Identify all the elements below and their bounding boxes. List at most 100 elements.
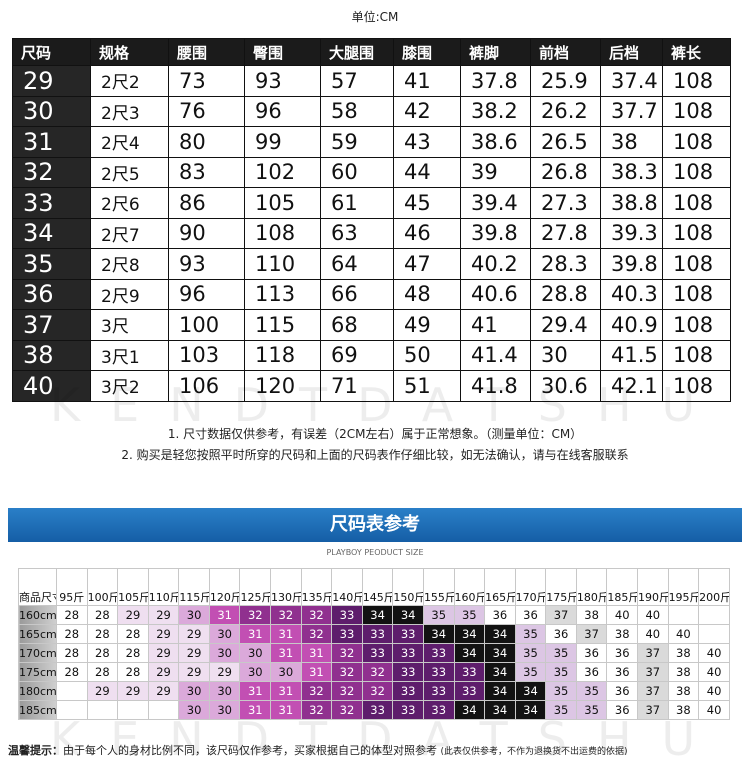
header-cell: 大腿围 [320,38,394,66]
cell: 108 [662,217,731,249]
cell: 39.8 [600,248,663,280]
size-cell: 31 [12,126,91,158]
cell: 2尺8 [90,248,169,280]
cell: 2尺6 [90,187,169,219]
size-cell: 31 [270,624,302,644]
size-cell: 35 [453,605,486,625]
size-cell: 40 [636,605,669,625]
cell: 108 [662,126,731,158]
cell: 108 [244,217,321,249]
cell: 49 [393,309,461,341]
size-cell: 34 [392,605,424,625]
cell: 26.5 [530,126,601,158]
weight-cell: 200斤 [698,568,730,606]
size-cell: 35 [545,681,577,701]
tip-label: 温馨提示： [8,744,63,757]
row: 170cm 28 28 28 29 29 30 30 31 31 32 33 33 33 34 34 35 35 3… [18,643,730,663]
size-cell [117,700,149,720]
weight-cell: 115斤 [178,568,210,606]
row: 40 3尺2 106 120 71 51 41.8 30.6 42.1 108 [12,370,731,402]
size-cell: 36 [545,624,577,644]
size-cell: 28 [117,643,149,663]
cell: 100 [168,309,245,341]
cell: 99 [244,126,321,158]
cell: 3尺2 [90,370,169,402]
size-cell: 36 [575,643,608,663]
cell: 29.4 [530,309,601,341]
row: 160cm 28 28 29 29 30 31 32 32 32 33 34 34 35 35 36 36 37 3… [18,605,730,625]
size-cell: 36 [606,681,638,701]
size-cell: 38 [667,643,700,663]
cell: 108 [662,339,731,371]
weight-cell: 165斤 [484,568,516,606]
cell: 39 [460,156,531,188]
cell: 96 [244,95,321,127]
banner-subtitle: PLAYBOY PEODUCT SIZE [326,548,424,557]
header-cell: 裤脚 [460,38,531,66]
size-cell: 34 [484,700,516,720]
cell: 39.4 [460,187,531,219]
row: 33 2尺6 86 105 61 45 39.4 27.3 38.8 108 [12,187,731,219]
cell: 2尺3 [90,95,169,127]
size-cell: 34 [484,624,516,644]
cell: 41 [393,65,461,97]
size-cell: 31 [270,700,302,720]
header-cell: 腰围 [168,38,245,66]
size-cell: 37 [575,624,608,644]
size-cell: 38 [667,681,700,701]
cell: 40.6 [460,278,531,310]
size-cell: 34 [12,217,91,249]
size-cell: 40 [698,700,730,720]
weight-cell: 155斤 [422,568,455,606]
header-cell: 规格 [90,38,169,66]
size-cell: 38 [12,339,91,371]
size-cell: 40 [606,605,638,625]
weight-cell: 140斤 [331,568,363,606]
cell: 47 [393,248,461,280]
header-cell: 尺码 [12,38,91,66]
cell: 108 [662,187,731,219]
size-cell: 34 [453,700,486,720]
cell: 40.3 [600,278,663,310]
size-cell [56,681,88,701]
size-cell: 34 [484,643,516,663]
cell: 80 [168,126,245,158]
size-cell: 33 [331,624,363,644]
cell: 120 [244,370,321,402]
size-cell: 28 [86,662,119,682]
size-cell: 33 [453,681,486,701]
size-cell [698,624,730,644]
cell: 28.3 [530,248,601,280]
note: 1. 尺寸数据仅供参考，有误差（2CM左右）属于正常想象。（测量单位：CM） [167,427,583,441]
size-cell: 36 [12,278,91,310]
cell: 27.8 [530,217,601,249]
size-cell: 36 [606,700,638,720]
size-cell: 40 [12,370,91,402]
size-cell: 37 [636,643,669,663]
size-cell: 32 [12,156,91,188]
cell: 38 [600,126,663,158]
cell: 39.3 [600,217,663,249]
size-cell [147,700,180,720]
cell: 28.8 [530,278,601,310]
cell: 27.3 [530,187,601,219]
header-cell: 前档 [530,38,601,66]
cell: 39.8 [460,217,531,249]
size-cell: 40 [667,624,700,644]
size-cell: 38 [667,662,700,682]
cell: 108 [662,370,731,402]
cell: 50 [393,339,461,371]
size-cell: 36 [575,662,608,682]
row: 32 2尺5 83 102 60 44 39 26.8 38.3 108 [12,156,731,188]
row: 34 2尺7 90 108 63 46 39.8 27.8 39.3 108 [12,217,731,249]
cell: 38.3 [600,156,663,188]
size-table: 尺码 规格 腰围 臀围 大腿围 膝围 裤脚 前档 后档 裤长 29 2尺2 73 93 57 41 37.8 25… [12,38,731,402]
cell: 86 [168,187,245,219]
cell: 93 [244,65,321,97]
cell: 40.9 [600,309,663,341]
size-cell: 33 [331,605,363,625]
size-cell: 29 [86,681,119,701]
size-cell [667,605,700,625]
size-cell: 38 [667,700,700,720]
